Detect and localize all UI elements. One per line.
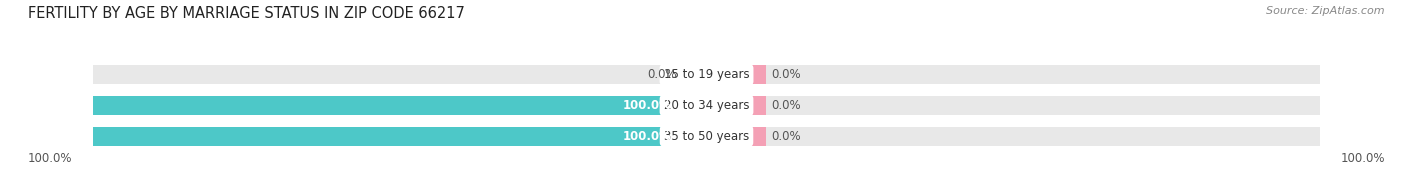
Text: Source: ZipAtlas.com: Source: ZipAtlas.com [1267,6,1385,16]
Bar [93,96,683,115]
Text: 100.0%: 100.0% [1340,152,1385,165]
Bar [93,65,707,84]
Text: 20 to 34 years: 20 to 34 years [664,99,749,112]
Text: 35 to 50 years: 35 to 50 years [664,130,749,142]
Bar [93,127,683,145]
Text: 100.0%: 100.0% [623,99,671,112]
Text: 0.0%: 0.0% [772,99,801,112]
Bar [707,65,1320,84]
Text: 15 to 19 years: 15 to 19 years [664,68,749,81]
Bar [730,127,765,145]
Bar [93,127,707,145]
Text: 100.0%: 100.0% [623,130,671,142]
Text: 0.0%: 0.0% [772,68,801,81]
Bar [730,96,765,115]
Bar [707,127,1320,145]
Text: 0.0%: 0.0% [772,130,801,142]
Legend: Married, Unmarried: Married, Unmarried [616,194,797,196]
Text: 0.0%: 0.0% [647,68,678,81]
Text: FERTILITY BY AGE BY MARRIAGE STATUS IN ZIP CODE 66217: FERTILITY BY AGE BY MARRIAGE STATUS IN Z… [28,6,465,21]
Bar [730,65,765,84]
Bar [93,96,707,115]
Text: 100.0%: 100.0% [28,152,73,165]
Bar [707,96,1320,115]
